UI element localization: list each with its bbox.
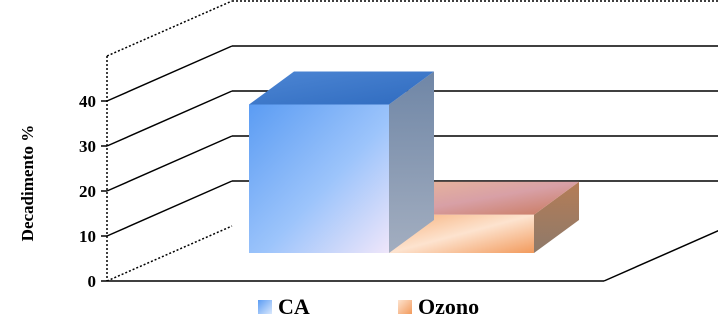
bar-ca: [249, 71, 434, 253]
gridline-diagonal: [106, 180, 233, 237]
legend-swatch: [398, 300, 412, 314]
bars: [249, 71, 579, 253]
y-tick-label: 20: [79, 182, 96, 201]
gridline-diagonal: [106, 225, 233, 282]
y-tick-label: 40: [79, 92, 96, 111]
bar-side-face: [389, 71, 434, 253]
bar-side-face: [534, 181, 579, 253]
gridline-diagonal: [106, 135, 233, 192]
floor-right-edge: [603, 230, 718, 282]
bar-top-face: [389, 181, 579, 215]
legend: CA Ozono: [258, 294, 479, 319]
gridline-diagonal: [106, 45, 233, 102]
gridline-diagonal: [106, 90, 233, 147]
y-tick-label: 0: [88, 272, 97, 291]
bar-ozono: [389, 181, 579, 253]
legend-label: CA: [278, 294, 310, 319]
bar-top-face: [249, 71, 434, 105]
y-tick-label: 30: [79, 137, 96, 156]
y-tick-labels: 0 10 20 30 40: [79, 92, 96, 291]
y-axis-title: Decadimento %: [18, 125, 37, 242]
legend-label: Ozono: [418, 294, 479, 319]
value-axis: [101, 56, 108, 282]
legend-swatch: [258, 300, 272, 314]
legend-item-ca: CA: [258, 294, 310, 319]
gridline-diagonal: [106, 0, 233, 57]
y-tick-label: 10: [79, 227, 96, 246]
legend-item-ozono: Ozono: [398, 294, 479, 319]
bar-front-face: [249, 104, 389, 253]
